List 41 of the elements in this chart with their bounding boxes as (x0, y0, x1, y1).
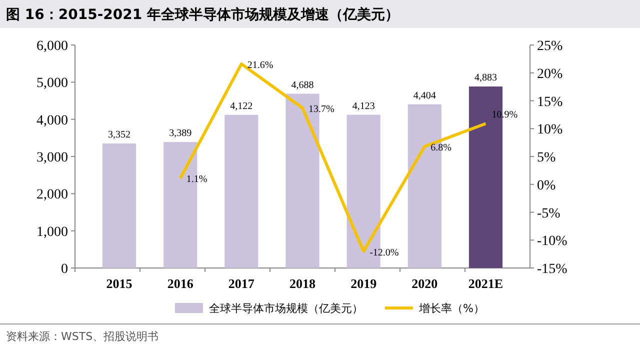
y-tick-label: 4,000 (36, 113, 68, 128)
x-tick-label: 2017 (228, 276, 255, 291)
data-label: 4,404 (413, 90, 436, 102)
y2-tick-label: 15% (537, 94, 563, 110)
x-tick-label: 2015 (106, 276, 133, 291)
x-tick-label: 2019 (350, 276, 378, 291)
data-label: 3,352 (108, 129, 131, 140)
y2-tick-label: -10% (537, 234, 568, 250)
bar (224, 114, 258, 268)
x-tick-label: 2016 (167, 276, 194, 291)
y-tick-label: 2,000 (36, 188, 68, 203)
data-label: 3,389 (169, 128, 192, 140)
data-label: 6.8% (430, 142, 452, 154)
data-label: 13.7% (308, 104, 334, 115)
y2-tick-label: 0% (537, 178, 556, 194)
data-label: 4,122 (230, 100, 253, 112)
x-tick-label: 2020 (412, 276, 438, 291)
y-tick-label: 1,000 (36, 224, 68, 240)
data-label: -12.0% (370, 247, 399, 258)
data-label: 1.1% (186, 174, 208, 186)
x-tick-label: 2018 (290, 276, 316, 291)
legend-label: 增长率（%） (418, 302, 484, 315)
text: 资料来源：WSTS、招股说明书 (6, 330, 159, 343)
bar (102, 143, 136, 268)
y2-tick-label: 25% (537, 39, 563, 54)
chart-title: 图 16：2015-2021 年全球半导体市场规模及增速（亿美元） (6, 6, 399, 23)
legend-label: 全球半导体市场规模（亿美元） (209, 302, 363, 315)
y-tick-label: 3,000 (36, 150, 68, 166)
data-label: 4,883 (474, 72, 497, 84)
data-label: 4,123 (352, 100, 375, 112)
data-label: 21.6% (247, 60, 274, 71)
y2-tick-label: 5% (537, 150, 556, 166)
y2-tick-label: -5% (537, 206, 561, 222)
y2-tick-label: 20% (537, 66, 563, 82)
x-tick-label: 2021E (468, 276, 504, 291)
y2-tick-label: -15% (537, 262, 568, 277)
y-tick-label: 6,000 (36, 39, 68, 54)
y-tick-label: 5,000 (36, 76, 68, 92)
y2-tick-label: 10% (537, 122, 563, 138)
y-tick-label: 0 (61, 262, 68, 277)
data-label: 4,688 (291, 80, 314, 91)
